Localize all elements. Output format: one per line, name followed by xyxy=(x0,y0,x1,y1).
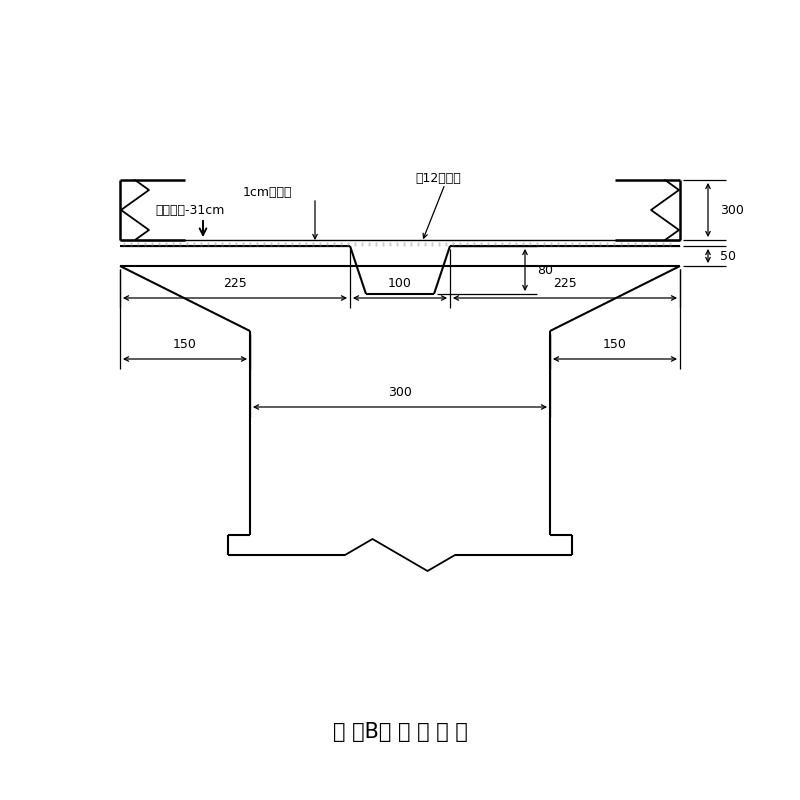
Text: 300: 300 xyxy=(720,203,744,217)
Text: 100: 100 xyxy=(388,277,412,290)
Text: 225: 225 xyxy=(553,277,577,290)
Text: 300: 300 xyxy=(388,386,412,399)
Text: 150: 150 xyxy=(173,338,197,351)
Text: 节 点B结 构 示 意 图: 节 点B结 构 示 意 图 xyxy=(333,722,467,742)
Text: 12加固筋: 12加固筋 xyxy=(415,171,461,185)
Text: 150: 150 xyxy=(603,338,627,351)
Text: 80: 80 xyxy=(537,263,553,277)
Text: 顶面标高-31cm: 顶面标高-31cm xyxy=(155,203,224,217)
Text: 50: 50 xyxy=(720,250,736,262)
Text: 1cm砂浆层: 1cm砂浆层 xyxy=(243,186,293,198)
Text: 225: 225 xyxy=(223,277,247,290)
